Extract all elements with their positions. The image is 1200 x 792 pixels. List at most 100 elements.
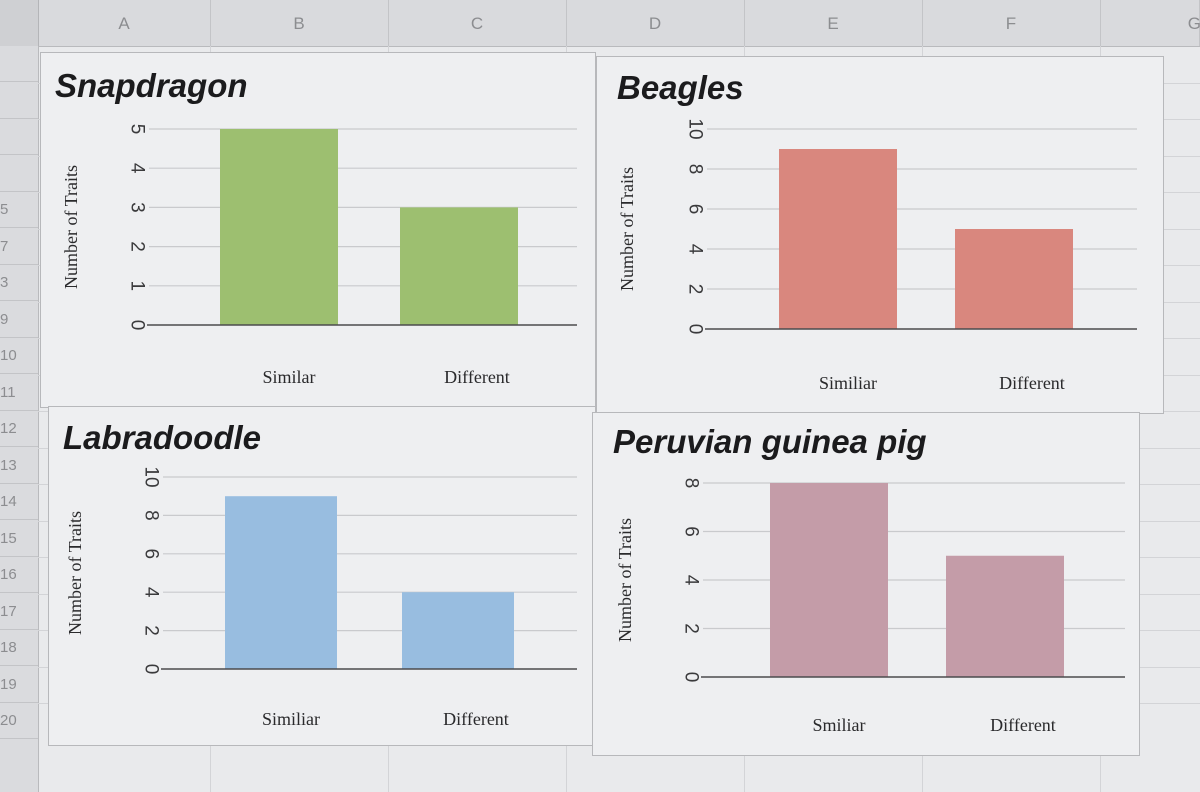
bar-similiar [225, 496, 337, 669]
chart-title: Peruvian guinea pig [613, 423, 927, 460]
y-tick-label: 4 [681, 575, 702, 586]
row-header[interactable] [0, 156, 38, 192]
x-tick-label: Similiar [819, 373, 877, 393]
column-header-a[interactable]: A [38, 0, 211, 46]
row-header[interactable] [0, 46, 38, 82]
y-tick-label: 10 [141, 466, 162, 487]
row-header-column: 5 7 3 9 10 11 12 13 14 15 16 17 18 19 20 [0, 46, 39, 792]
row-header[interactable]: 5 [0, 192, 38, 228]
chart-labradoodle[interactable]: Labradoodle 0 2 4 6 8 10 Similiar Different Numbe… [48, 406, 596, 746]
y-tick-label: 1 [127, 281, 148, 292]
row-header[interactable]: 11 [0, 375, 38, 411]
bar-similiar [779, 149, 897, 329]
column-header-c[interactable]: C [388, 0, 567, 46]
row-header[interactable]: 18 [0, 630, 38, 666]
y-tick-label: 6 [141, 549, 162, 560]
y-tick-label: 0 [141, 664, 162, 675]
select-all-corner[interactable] [0, 0, 39, 46]
x-tick-label: Different [444, 367, 510, 387]
row-header-label: 7 [0, 237, 9, 255]
x-tick-label: Similar [263, 367, 316, 387]
y-axis-title: Number of Traits [65, 511, 85, 635]
row-header[interactable]: 17 [0, 594, 38, 630]
y-axis-title: Number of Traits [61, 165, 81, 289]
row-header[interactable]: 10 [0, 338, 38, 374]
y-tick-label: 10 [685, 118, 706, 139]
row-header[interactable]: 7 [0, 229, 38, 265]
y-tick-label: 6 [685, 204, 706, 215]
chart-title: Labradoodle [63, 419, 262, 456]
bar-different [400, 207, 518, 325]
row-header[interactable] [0, 119, 38, 155]
row-header[interactable]: 13 [0, 448, 38, 484]
y-tick-label: 4 [127, 163, 148, 174]
row-header[interactable]: 20 [0, 703, 38, 739]
chart-plot: 0 1 2 3 4 5 Similar Different Number of Traits [61, 124, 577, 387]
y-tick-label: 8 [681, 478, 702, 489]
bar-smiliar [770, 483, 888, 677]
row-header-label: 5 [0, 201, 9, 218]
chart-plot: 0 2 4 6 8 Smiliar Different Number of Traits [615, 478, 1125, 735]
y-tick-label: 0 [127, 320, 148, 331]
column-header-e[interactable]: E [744, 0, 923, 46]
bar-similar [220, 129, 338, 325]
y-tick-label: 0 [685, 324, 706, 335]
column-header-f[interactable]: F [922, 0, 1101, 46]
row-header-label: 19 [0, 675, 17, 693]
chart-plot: 0 2 4 6 8 10 Similiar Different Number of Traits [65, 466, 577, 729]
y-tick-label: 4 [685, 244, 706, 255]
row-header-label: 10 [0, 347, 17, 364]
row-header-label: 9 [0, 310, 9, 328]
y-tick-label: 4 [141, 587, 162, 598]
row-header[interactable] [0, 83, 38, 119]
row-header-label: 14 [0, 493, 17, 510]
y-tick-label: 2 [685, 284, 706, 295]
row-header-label: 3 [0, 274, 9, 291]
row-header[interactable]: 15 [0, 521, 38, 557]
row-header-label: 20 [0, 712, 17, 729]
y-tick-label: 6 [681, 526, 702, 537]
y-axis-title: Number of Traits [615, 518, 635, 642]
x-tick-label: Different [990, 715, 1056, 735]
chart-peruvian-guinea-pig[interactable]: Peruvian guinea pig 0 2 4 6 8 Smiliar Different… [592, 412, 1140, 756]
chart-title: Beagles [617, 69, 744, 106]
row-header-label: 12 [0, 420, 17, 437]
y-tick-label: 2 [681, 623, 702, 634]
column-header-d[interactable]: D [566, 0, 745, 46]
bar-different [955, 229, 1073, 329]
chart-beagles[interactable]: Beagles 0 2 4 6 8 10 Similiar Different Number of… [596, 56, 1164, 414]
row-header[interactable]: 12 [0, 411, 38, 447]
row-header[interactable]: 9 [0, 302, 38, 338]
row-header[interactable]: 3 [0, 265, 38, 301]
x-tick-label: Different [999, 373, 1065, 393]
row-header-label: 11 [0, 383, 16, 401]
chart-plot: 0 2 4 6 8 10 Similiar Different Number of Traits [617, 118, 1137, 393]
y-axis-title: Number of Traits [617, 167, 637, 291]
bar-different [946, 555, 1064, 677]
y-tick-label: 8 [141, 510, 162, 521]
chart-snapdragon[interactable]: Snapdragon 0 1 2 3 4 5 Similar Different Number o… [40, 52, 596, 408]
y-tick-label: 0 [681, 672, 702, 683]
column-header-g-label: G [1187, 14, 1200, 33]
x-tick-label: Different [443, 709, 509, 729]
row-header-label: 16 [0, 566, 17, 583]
row-header[interactable]: 16 [0, 557, 38, 593]
y-tick-label: 3 [127, 202, 148, 213]
row-header-label: 15 [0, 529, 17, 547]
y-tick-label: 5 [127, 124, 148, 135]
y-tick-label: 2 [141, 625, 162, 636]
x-tick-label: Similiar [262, 709, 320, 729]
y-tick-label: 2 [127, 241, 148, 252]
chart-title: Snapdragon [55, 67, 248, 104]
row-header[interactable]: 14 [0, 484, 38, 520]
row-header-label: 17 [0, 602, 17, 620]
column-header-row: A B C D E F G [0, 0, 1200, 47]
y-tick-label: 8 [685, 164, 706, 175]
row-header-label: 18 [0, 639, 17, 656]
column-header-b[interactable]: B [210, 0, 389, 46]
row-header[interactable]: 19 [0, 667, 38, 703]
column-header-g[interactable]: G [1100, 0, 1200, 46]
row-header-label: 13 [0, 456, 17, 474]
x-tick-label: Smiliar [813, 715, 866, 735]
